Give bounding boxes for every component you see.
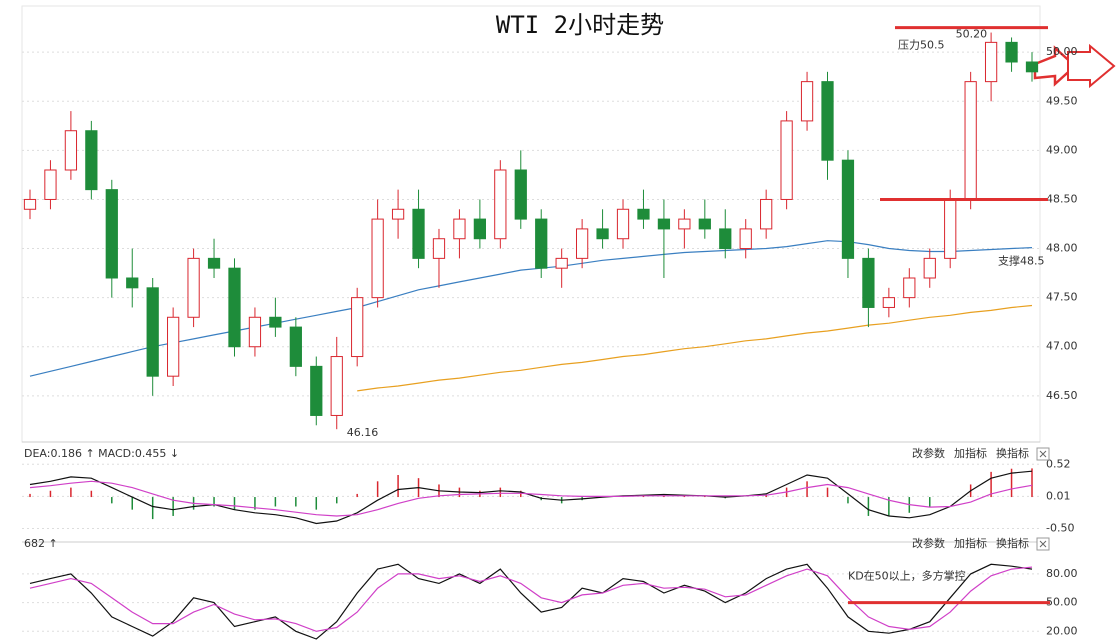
candle-body (269, 316, 282, 328)
y-tick-label: 48.00 (1046, 242, 1078, 255)
candle-body (371, 218, 384, 299)
candle-body (719, 228, 732, 250)
candle-body (167, 316, 180, 377)
indicator-button[interactable]: 换指标 (996, 536, 1029, 550)
candle-body (412, 208, 425, 259)
moving-average (357, 304, 1033, 392)
indicator-button[interactable]: 改参数 (912, 536, 945, 550)
candle-body (903, 277, 916, 299)
candle-body (207, 257, 221, 269)
y-tick-label: 49.00 (1046, 143, 1078, 156)
kd-line (29, 563, 1033, 640)
candle-body (616, 208, 630, 240)
macd-line (29, 480, 1033, 517)
candle-body (780, 120, 793, 200)
y-tick-label: 50.00 (1046, 45, 1078, 58)
y-tick-label: 46.50 (1046, 389, 1078, 402)
candle-body (841, 159, 855, 259)
y-tick-label: 20.00 (1046, 624, 1078, 637)
macd-line (29, 470, 1033, 525)
candle-body (535, 218, 548, 269)
candle-body (146, 287, 159, 377)
candle-body (453, 218, 466, 240)
candle-body (596, 228, 609, 240)
candle-body (126, 277, 139, 289)
y-tick-label: 50.00 (1046, 596, 1078, 609)
candle-body (760, 198, 773, 230)
candle-body (882, 297, 895, 308)
candle-body (351, 297, 364, 358)
candle-body (289, 326, 302, 367)
arrow-icon (1033, 45, 1077, 87)
candle-body (555, 257, 568, 269)
kd-line (29, 566, 1033, 632)
high-label: 50.20 (956, 28, 988, 41)
candle-body (637, 208, 650, 220)
candle-body (473, 218, 487, 240)
level-label: 压力50.5 (898, 39, 945, 52)
candle-body (984, 41, 998, 83)
candle-body (228, 267, 241, 348)
arrow-icon (1067, 43, 1116, 89)
level-label: 支撑48.5 (998, 253, 1045, 267)
candle-body (944, 198, 957, 259)
indicator-button[interactable]: 改参数 (912, 446, 945, 460)
y-tick-label: 48.50 (1046, 192, 1078, 205)
candle-body (862, 257, 875, 308)
y-tick-label: 80.00 (1046, 567, 1078, 580)
indicator-button[interactable]: 换指标 (996, 446, 1029, 460)
chart-title: WTI 2小时走势 (496, 11, 664, 39)
candle-body (514, 169, 527, 220)
candle-body (85, 130, 98, 191)
close-icon (1039, 540, 1047, 548)
candle-body (1025, 61, 1039, 73)
low-label: 46.16 (347, 426, 379, 439)
indicator-header: 682 ↑ (24, 537, 58, 550)
close-icon (1039, 450, 1047, 458)
candle-body (698, 218, 711, 230)
candle-body (494, 169, 507, 240)
y-tick-label: 47.00 (1046, 340, 1078, 353)
candle-body (391, 208, 405, 220)
candle-body (1005, 41, 1018, 63)
y-tick-label: 0.52 (1046, 457, 1071, 470)
candle-body (821, 81, 834, 161)
candle-body (23, 198, 37, 210)
candle-body (964, 81, 977, 200)
y-tick-label: -0.50 (1046, 522, 1074, 535)
indicator-button[interactable]: 加指标 (954, 446, 987, 460)
candle-body (330, 356, 343, 416)
y-tick-label: 49.50 (1046, 94, 1078, 107)
candle-body (432, 238, 446, 259)
moving-average (29, 240, 1033, 377)
candle-body (678, 218, 691, 230)
candle-body (575, 228, 589, 259)
candle-body (310, 365, 323, 416)
candle-body (657, 218, 671, 230)
candle-body (923, 257, 936, 279)
candle-body (44, 169, 57, 200)
candle-body (187, 257, 200, 318)
indicator-header: DEA:0.186 ↑ MACD:0.455 ↓ (24, 447, 179, 460)
candle-body (248, 316, 262, 348)
indicator-button[interactable]: 加指标 (954, 536, 987, 550)
y-tick-label: 47.50 (1046, 291, 1078, 304)
candle-body (64, 130, 78, 171)
candle-body (105, 189, 118, 279)
level-label: KD在50以上，多方掌控 (848, 569, 966, 583)
y-tick-label: 0.01 (1046, 489, 1071, 502)
candle-body (739, 228, 752, 250)
candle-body (800, 81, 814, 122)
